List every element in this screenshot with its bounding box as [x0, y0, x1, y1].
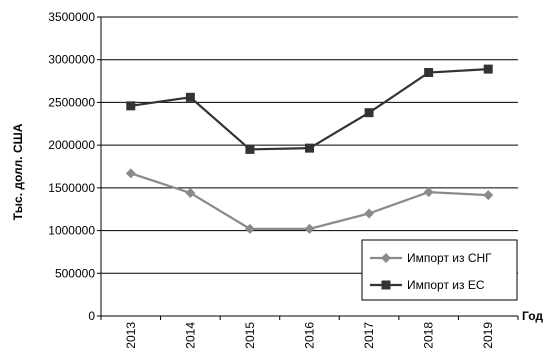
x-tick-label: 2015: [243, 322, 257, 349]
legend-swatch-marker: [381, 253, 391, 263]
x-tick-label: 2013: [124, 322, 138, 349]
series-group: [125, 64, 494, 234]
legend-swatch-marker: [381, 280, 391, 290]
data-point: [185, 187, 196, 198]
data-point: [244, 223, 255, 234]
x-tick-label: 2017: [362, 322, 376, 349]
y-tick-label: 2000000: [48, 138, 95, 152]
y-tick-label: 500000: [55, 266, 95, 280]
data-point: [245, 144, 255, 154]
y-tick-label: 3500000: [48, 10, 95, 24]
legend-entry-label: Импорт из ЕС: [407, 278, 485, 292]
y-tick-label: 0: [88, 309, 95, 323]
data-point: [185, 92, 195, 102]
y-tick-label: 1500000: [48, 181, 95, 195]
y-axis-title: Тыс. долл. США: [11, 123, 25, 220]
series-line: [130, 172, 489, 230]
data-point: [126, 101, 136, 111]
x-tick-label: 2014: [183, 322, 197, 349]
x-axis-title: Год: [522, 309, 543, 323]
data-point: [364, 208, 375, 219]
x-tick-label: 2019: [481, 322, 495, 349]
axes: [97, 16, 519, 320]
data-point: [423, 187, 434, 198]
series-line: [130, 68, 489, 151]
series-2: [126, 64, 493, 154]
data-point: [305, 143, 314, 153]
data-point: [304, 223, 315, 234]
y-tick-label: 2500000: [48, 95, 95, 109]
data-point: [483, 190, 494, 201]
y-tick-label: 1000000: [48, 224, 95, 238]
grid-lines: [101, 16, 518, 274]
legend-entry-label: Импорт из СНГ: [407, 251, 492, 265]
series-1: [125, 168, 494, 234]
x-tick-labels: 2013 2014 2015 2016 2017 2018 2019: [124, 322, 495, 349]
y-tick-label: 3000000: [48, 53, 95, 67]
legend-box: [361, 239, 518, 301]
data-point: [125, 168, 136, 179]
y-tick-labels: 0 500000 1000000 1500000 2000000 2500000 30000…: [48, 10, 95, 323]
x-tick-label: 2016: [303, 322, 317, 349]
data-point: [424, 68, 434, 78]
data-point: [483, 64, 493, 74]
legend: Импорт из СНГ Импорт из ЕС: [361, 239, 518, 301]
x-tick-label: 2018: [422, 322, 436, 349]
data-point: [364, 108, 374, 118]
